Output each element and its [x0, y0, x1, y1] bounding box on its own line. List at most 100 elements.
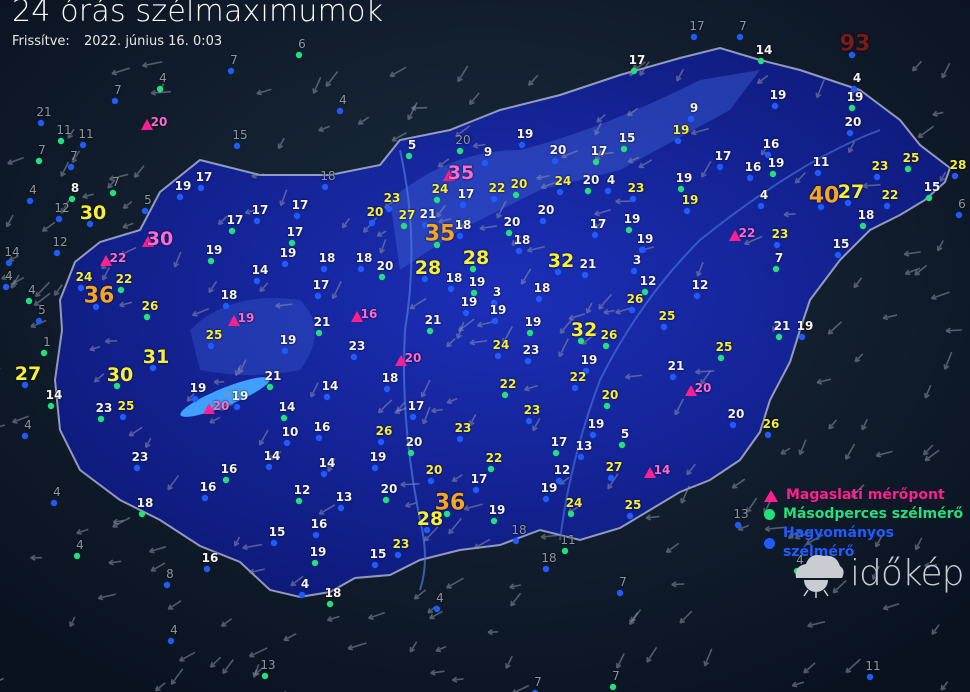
station-marker — [385, 205, 393, 213]
station-marker — [561, 547, 569, 555]
mountain-station-marker — [141, 119, 153, 130]
station-marker — [109, 189, 117, 197]
station-markers — [2, 33, 963, 692]
station-marker — [729, 421, 737, 429]
wind-arrow — [251, 172, 265, 179]
wind-arrow — [532, 418, 541, 432]
station-wind-value: 19 — [796, 319, 814, 333]
mountain-station-marker — [729, 230, 741, 241]
station-marker — [149, 364, 157, 372]
circle-icon — [764, 509, 775, 520]
station-marker — [21, 381, 29, 389]
station-marker — [602, 342, 610, 350]
wind-arrow — [803, 662, 816, 674]
station-marker — [281, 347, 289, 355]
station-marker — [191, 395, 199, 403]
station-wind-value: 12 — [52, 235, 68, 249]
station-wind-value: 17 — [470, 472, 488, 486]
station-marker — [554, 268, 562, 276]
wind-arrow — [451, 473, 463, 483]
wind-arrow — [60, 161, 70, 177]
station-wind-value: 7 — [70, 149, 78, 163]
station-wind-value: 17 — [714, 149, 732, 163]
wind-arrow — [267, 450, 282, 461]
station-wind-value: 6 — [298, 37, 306, 51]
station-marker — [490, 195, 498, 203]
wind-arrow — [82, 192, 94, 199]
legend-item-traditional: Hagyományos szélmérő — [764, 524, 970, 562]
station-wind-value: 27 — [398, 208, 416, 222]
wind-arrow — [510, 592, 522, 607]
wind-arrow — [861, 418, 869, 431]
idokep-logo[interactable]: időkép — [790, 548, 964, 598]
wind-arrow — [853, 277, 863, 289]
wind-arrow — [431, 407, 443, 414]
wind-arrow — [170, 668, 184, 685]
station-marker — [846, 129, 854, 137]
station-marker — [491, 317, 499, 325]
station-wind-value: 15 — [232, 128, 248, 142]
legend: Magaslati mérőpont Másodperces szélmérő … — [764, 486, 970, 562]
station-marker — [873, 173, 881, 181]
station-marker — [357, 265, 365, 273]
station-wind-value: 19 — [846, 90, 864, 104]
wind-arrow — [277, 137, 285, 150]
wind-arrow — [173, 251, 182, 268]
station-marker — [552, 449, 560, 457]
station-wind-value: 22 — [109, 251, 127, 265]
station-marker — [97, 415, 105, 423]
wind-arrow — [7, 156, 24, 166]
wind-arrow — [454, 125, 471, 138]
station-marker — [592, 158, 600, 166]
station-wind-value: 18 — [320, 169, 336, 183]
station-wind-value: 19 — [460, 295, 478, 309]
station-wind-value: 23 — [131, 450, 149, 464]
wind-arrow — [69, 616, 76, 628]
station-wind-value: 21 — [773, 319, 791, 333]
station-wind-value: 25 — [117, 399, 135, 413]
station-marker — [628, 306, 636, 314]
wind-arrow — [941, 62, 951, 79]
station-marker — [280, 414, 288, 422]
station-wind-value: 27 — [605, 460, 623, 474]
wind-arrow — [646, 646, 658, 663]
wind-arrow — [224, 389, 236, 397]
wind-arrow — [943, 351, 953, 370]
station-wind-value: 24 — [431, 182, 449, 196]
station-marker — [143, 313, 151, 321]
station-marker — [456, 147, 464, 155]
wind-arrow — [30, 554, 42, 561]
wind-arrow — [520, 268, 532, 285]
station-marker — [571, 384, 579, 392]
station-wind-value: 1 — [43, 335, 51, 349]
wind-arrow — [472, 142, 486, 149]
wind-arrow — [536, 174, 550, 181]
station-marker — [736, 33, 744, 41]
station-wind-value: 19 — [524, 315, 542, 329]
station-marker — [40, 349, 48, 357]
station-wind-value: 28 — [416, 508, 444, 530]
station-marker — [117, 286, 125, 294]
updated-value: 2022. június 16. 0:03 — [83, 34, 223, 49]
station-marker — [555, 477, 563, 485]
station-marker — [141, 207, 149, 215]
wind-arrow — [435, 645, 447, 653]
mountain-station-marker — [351, 311, 363, 322]
wind-arrow — [111, 67, 130, 76]
station-marker — [556, 188, 564, 196]
station-wind-value: 19 — [205, 243, 223, 257]
station-wind-value: 20 — [503, 215, 521, 229]
wind-arrow — [805, 533, 824, 546]
wind-arrow — [690, 127, 709, 136]
station-wind-value: 23 — [522, 343, 540, 357]
station-marker — [518, 141, 526, 149]
danube-river — [399, 149, 426, 591]
station-wind-value: 22 — [115, 272, 133, 286]
station-wind-value: 25 — [902, 151, 920, 165]
station-marker — [717, 354, 725, 362]
station-wind-value: 13 — [733, 507, 749, 521]
station-wind-value: 12 — [293, 483, 311, 497]
mountain-station-marker — [100, 255, 112, 266]
wind-arrow — [409, 641, 418, 653]
wind-arrow — [760, 145, 768, 156]
